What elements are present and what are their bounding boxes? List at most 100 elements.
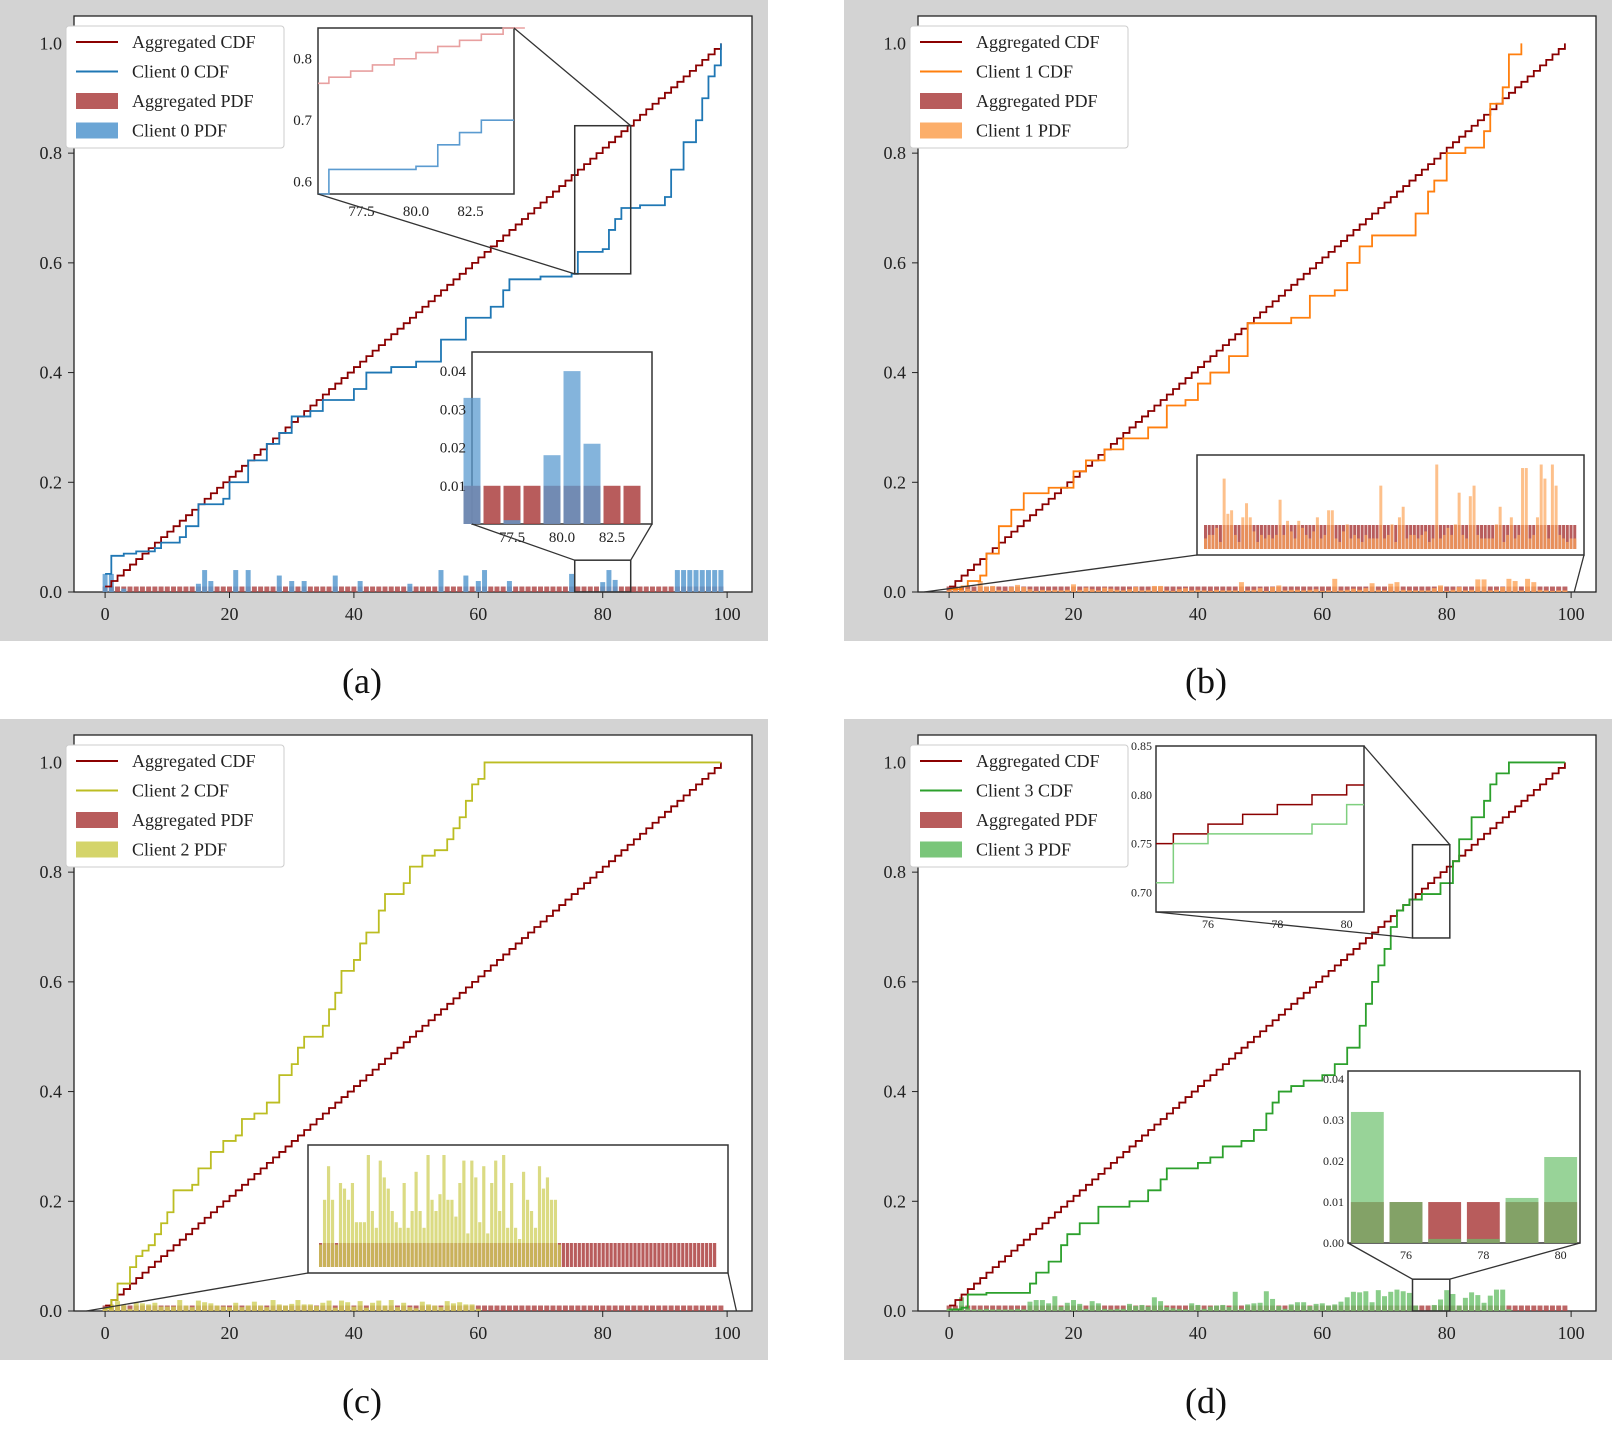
aggregated-pdf-bar bbox=[1506, 1305, 1512, 1311]
inset-connector bbox=[924, 554, 1198, 593]
x-tick-label: 60 bbox=[469, 1323, 487, 1343]
inset-aggregated-pdf-bar bbox=[617, 1243, 621, 1267]
client-pdf-bar bbox=[1294, 1302, 1300, 1311]
x-tick-label: 20 bbox=[1065, 1323, 1083, 1343]
client-pdf-bar bbox=[959, 589, 965, 592]
inset-client-pdf-bar bbox=[434, 1211, 438, 1267]
inset-client-pdf-bar bbox=[1442, 534, 1446, 549]
inset-aggregated-pdf-bar bbox=[669, 1243, 673, 1267]
client-pdf-bar bbox=[1226, 1307, 1232, 1311]
x-tick-label: 40 bbox=[1189, 604, 1207, 624]
inset-aggregated-pdf-bar bbox=[665, 1243, 669, 1267]
client-pdf-bar bbox=[1419, 590, 1425, 592]
client-pdf-bar bbox=[245, 1305, 251, 1311]
aggregated-pdf-bar bbox=[1319, 586, 1325, 592]
aggregated-pdf-bar bbox=[295, 586, 301, 592]
aggregated-pdf-bar bbox=[1120, 586, 1126, 592]
inset-aggregated-pdf-bar bbox=[585, 1243, 589, 1267]
client-pdf-bar bbox=[1263, 1291, 1269, 1311]
client-pdf-bar bbox=[1039, 1300, 1045, 1311]
aggregated-pdf-bar bbox=[1307, 586, 1313, 592]
aggregated-pdf-bar bbox=[444, 586, 450, 592]
inset-aggregated-pdf-bar bbox=[593, 1243, 597, 1267]
inset-client-pdf-bar bbox=[446, 1199, 450, 1267]
inset-client-pdf-bar bbox=[1379, 485, 1383, 549]
aggregated-pdf-bar bbox=[139, 586, 145, 592]
inset-client-pdf-bar bbox=[1230, 510, 1234, 549]
chart-d: 0 20 40 60 80 100 0.0 0.2 0.4 0.6 0.8 1.0 Aggregated… bbox=[884, 734, 1597, 1343]
aggregated-pdf-bar bbox=[1002, 586, 1008, 592]
client-pdf-bar bbox=[1120, 1308, 1126, 1311]
inset-client-pdf-bar bbox=[486, 1233, 490, 1267]
client-pdf-bar bbox=[1313, 1303, 1319, 1311]
client-pdf-bar bbox=[1064, 1302, 1070, 1311]
inset-client-pdf-bar bbox=[1360, 541, 1364, 549]
inset-client-pdf-bar bbox=[1431, 538, 1435, 549]
client-pdf-bar bbox=[1549, 590, 1555, 592]
inset-client-pdf-bar bbox=[418, 1211, 422, 1267]
inset-client-pdf-bar bbox=[1453, 524, 1457, 549]
aggregated-pdf-bar bbox=[1425, 1305, 1431, 1311]
panel-b: 0 20 40 60 80 100 0.0 0.2 0.4 0.6 0.8 1.0 Aggregated… bbox=[844, 0, 1612, 641]
client-pdf-bar bbox=[1444, 1290, 1450, 1311]
inset-connector bbox=[86, 1272, 309, 1312]
client-pdf-bar bbox=[1095, 590, 1101, 592]
aggregated-pdf-bar bbox=[1245, 586, 1251, 592]
client-pdf-bar bbox=[1450, 1293, 1456, 1311]
client-pdf-bar bbox=[220, 1306, 226, 1311]
inset-x-tick: 80.0 bbox=[549, 530, 575, 546]
aggregated-pdf-bar bbox=[971, 1305, 977, 1311]
aggregated-pdf-bar bbox=[1406, 586, 1412, 592]
aggregated-pdf-bar bbox=[450, 586, 456, 592]
client-pdf-bar bbox=[1438, 585, 1443, 592]
inset-client-pdf-bar bbox=[583, 443, 601, 524]
aggregated-pdf-bar bbox=[177, 586, 183, 592]
inset-client-pdf-bar bbox=[1389, 1202, 1423, 1243]
legend-box bbox=[65, 744, 285, 868]
client-pdf-bar bbox=[1189, 1303, 1195, 1311]
inset-aggregated-pdf-bar bbox=[625, 1243, 629, 1267]
client-pdf-bar bbox=[301, 1304, 307, 1311]
inset-client-pdf-bar bbox=[1218, 541, 1222, 549]
client-pdf-bar bbox=[1102, 587, 1108, 592]
inset-client-pdf-bar bbox=[1375, 538, 1379, 549]
client-pdf-bar bbox=[965, 588, 971, 592]
inset-y-tick: 0.04 bbox=[1323, 1072, 1344, 1086]
inset-aggregated-pdf-bar bbox=[713, 1243, 717, 1267]
client-pdf-bar bbox=[1027, 1301, 1033, 1311]
y-tick-label: 0.6 bbox=[40, 253, 63, 273]
client-pdf-bar bbox=[1263, 590, 1269, 592]
inset-aggregated-pdf-bar bbox=[1349, 525, 1353, 549]
inset-connector bbox=[1155, 911, 1413, 939]
aggregated-pdf-bar bbox=[133, 586, 139, 592]
inset-client-pdf-bar bbox=[1248, 517, 1252, 549]
client-cdf-line bbox=[949, 43, 1523, 591]
inset-client-pdf-bar bbox=[1330, 510, 1334, 549]
inset-client-pdf-bar bbox=[370, 1211, 374, 1267]
client-pdf-bar bbox=[1139, 1304, 1145, 1311]
inset-client-pdf-bar bbox=[1259, 534, 1263, 549]
inset-pdf bbox=[471, 351, 653, 525]
client-pdf-bar bbox=[301, 581, 307, 592]
aggregated-pdf-bar bbox=[183, 586, 189, 592]
aggregated-pdf-bar bbox=[513, 1305, 519, 1311]
client-pdf-bar bbox=[1326, 590, 1332, 592]
aggregated-pdf-bar bbox=[1033, 586, 1039, 592]
inset-aggregated-pdf-bar bbox=[1438, 525, 1442, 549]
aggregated-pdf-bar bbox=[1139, 586, 1145, 592]
zoom-region-cdf bbox=[573, 124, 632, 275]
client-pdf-bar bbox=[946, 590, 952, 592]
inset-client-pdf-bar bbox=[1543, 478, 1547, 549]
client-pdf-bar bbox=[1319, 1303, 1325, 1311]
aggregated-pdf-bar bbox=[718, 1305, 724, 1311]
inset-client-pdf-bar bbox=[1364, 534, 1368, 549]
aggregated-pdf-bar bbox=[637, 1305, 643, 1311]
y-tick-label: 0.4 bbox=[884, 1082, 907, 1102]
client-pdf-bar bbox=[171, 1306, 177, 1311]
inset-connector bbox=[1573, 554, 1585, 593]
inset-client-pdf-bar bbox=[557, 1244, 561, 1267]
inset-client-pdf-bar bbox=[1282, 534, 1286, 549]
inset-client-pdf-bar bbox=[1345, 524, 1349, 549]
client-pdf-bar bbox=[1145, 1306, 1151, 1311]
inset-x-tick: 82.5 bbox=[457, 204, 483, 220]
